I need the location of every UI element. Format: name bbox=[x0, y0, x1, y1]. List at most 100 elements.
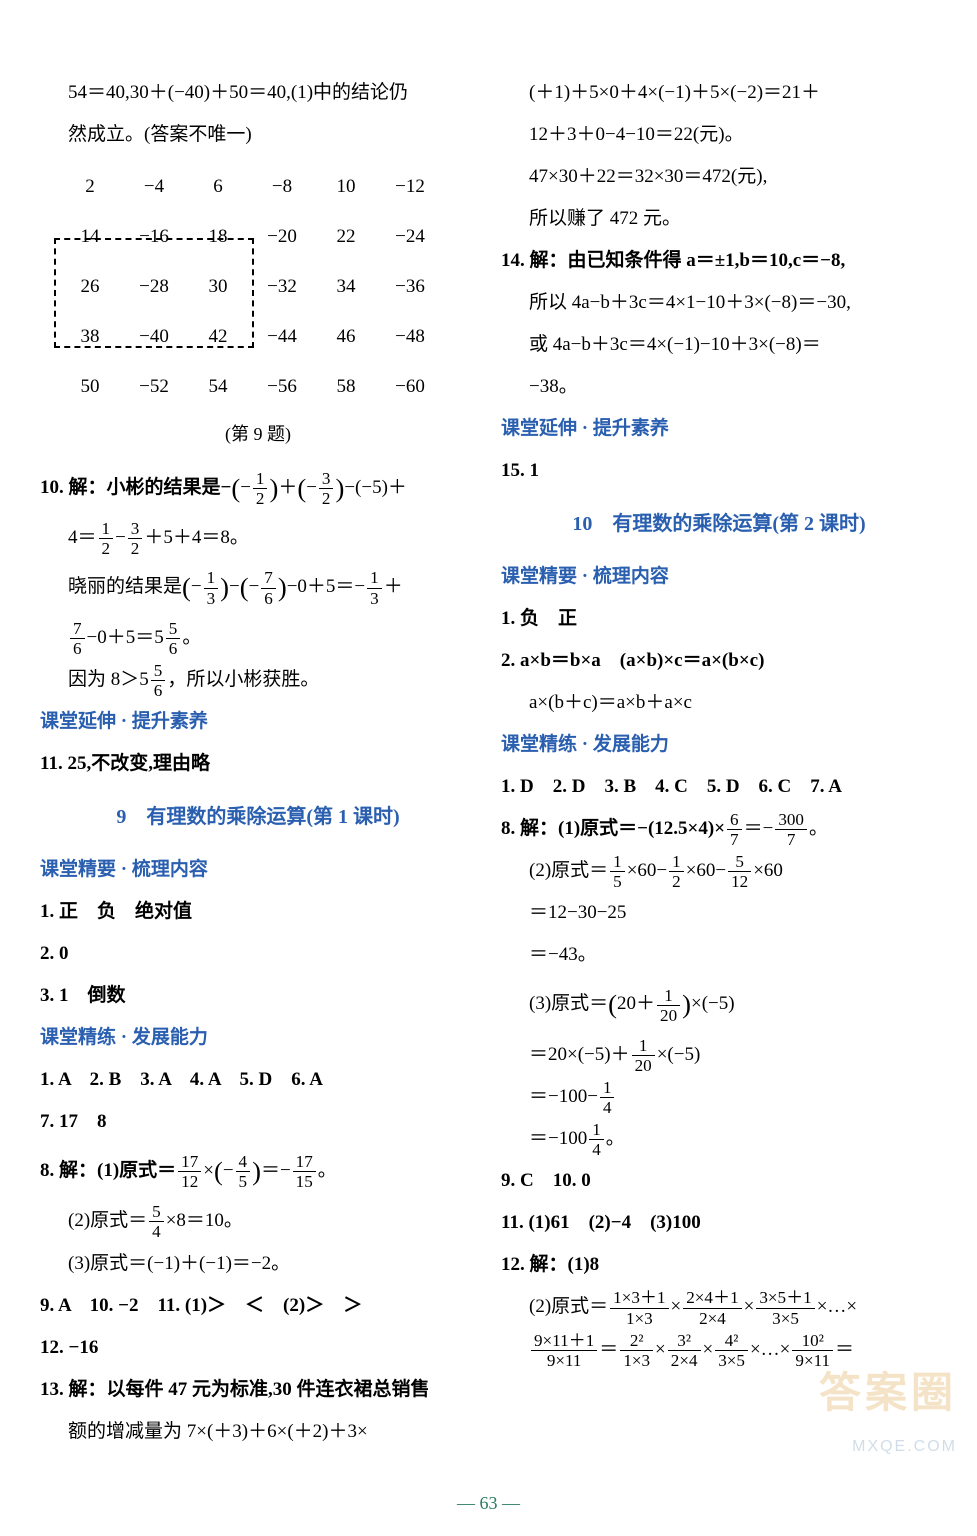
text: 4＝ bbox=[68, 527, 97, 548]
q8-3r-l4: ＝−10014。 bbox=[501, 1120, 937, 1158]
q12-2a: (2)原式＝1×3＋11×3×2×4＋12×4×3×5＋13×5×…× bbox=[501, 1288, 937, 1326]
cell: 58 bbox=[314, 362, 378, 412]
den: 1×3 bbox=[610, 1309, 668, 1327]
text: − bbox=[229, 576, 240, 597]
den: 5 bbox=[610, 872, 625, 890]
num: 4 bbox=[236, 1153, 251, 1172]
num: 3×5＋1 bbox=[756, 1289, 814, 1308]
den: 5 bbox=[236, 1172, 251, 1190]
text: 。 bbox=[182, 627, 201, 648]
num: 5 bbox=[149, 1203, 164, 1222]
den: 2 bbox=[128, 539, 143, 557]
text: (2)原式＝ bbox=[68, 1210, 147, 1231]
num: 2×4＋1 bbox=[683, 1289, 741, 1308]
den: 2×4 bbox=[683, 1309, 741, 1327]
den: 1×3 bbox=[620, 1351, 653, 1369]
text: 晓丽的结果是 bbox=[68, 576, 182, 597]
text: (＋1)＋5×0＋4×(−1)＋5×(−2)＝21＋ bbox=[501, 74, 937, 112]
text: ＋5＋4＝8。 bbox=[144, 527, 249, 548]
cell: 42 bbox=[186, 312, 250, 362]
text: ＝12−30−25 bbox=[501, 894, 937, 932]
cell: 46 bbox=[314, 312, 378, 362]
den: 7 bbox=[775, 830, 807, 848]
text: 1. A 2. B 3. A 4. A 5. D 6. A bbox=[40, 1061, 476, 1099]
den: 2 bbox=[319, 489, 334, 507]
den: 15 bbox=[293, 1172, 316, 1190]
text: 2. a×b＝b×a (a×b)×c＝a×(b×c) bbox=[501, 642, 937, 680]
q8-1: 8. 解：(1)原式＝1712×(−45)＝−1715。 bbox=[40, 1145, 476, 1198]
text: 2. 0 bbox=[40, 935, 476, 973]
num: 1 bbox=[657, 987, 680, 1006]
q10-line1: 10. 解：小彬的结果是−(−12)＋(−32)−(−5)＋ bbox=[40, 462, 476, 515]
q10-line2: 4＝12−32＋5＋4＝8。 bbox=[40, 519, 476, 557]
text: ＝− bbox=[261, 1160, 291, 1181]
text: × bbox=[655, 1339, 666, 1360]
num: 1 bbox=[204, 569, 219, 588]
text: ×60− bbox=[627, 860, 667, 881]
num: 1 bbox=[600, 1079, 615, 1098]
den: 6 bbox=[151, 681, 166, 699]
den: 12 bbox=[178, 1172, 201, 1190]
lesson-title-9: 9 有理数的乘除运算(第 1 课时) bbox=[40, 797, 476, 837]
section-heading: 课堂精要 · 梳理内容 bbox=[40, 851, 476, 889]
den: 3×5 bbox=[756, 1309, 814, 1327]
text: 20＋ bbox=[617, 993, 655, 1014]
text: 7. 17 8 bbox=[40, 1103, 476, 1141]
q8-3r-l2: ＝20×(−5)＋120×(−5) bbox=[501, 1036, 937, 1074]
text: 1. D 2. D 3. B 4. C 5. D 6. C 7. A bbox=[501, 768, 937, 806]
cell: −28 bbox=[122, 262, 186, 312]
num: 5 bbox=[151, 662, 166, 681]
cell: −12 bbox=[378, 162, 442, 212]
num: 1 bbox=[367, 569, 382, 588]
text: × bbox=[671, 1296, 682, 1317]
cell: 18 bbox=[186, 212, 250, 262]
text: 12. −16 bbox=[40, 1329, 476, 1367]
text: ×60− bbox=[686, 860, 726, 881]
text: ＝− bbox=[744, 818, 774, 839]
den: 3 bbox=[204, 589, 219, 607]
section-heading: 课堂延伸 · 提升素养 bbox=[40, 703, 476, 741]
text: 。 bbox=[606, 1128, 625, 1149]
den: 4 bbox=[600, 1098, 615, 1116]
cell: 22 bbox=[314, 212, 378, 262]
text: ×…× bbox=[750, 1339, 790, 1360]
text: × bbox=[703, 1339, 714, 1360]
text: (3)原式＝ bbox=[529, 993, 608, 1014]
section-heading: 课堂精要 · 梳理内容 bbox=[501, 558, 937, 596]
cell: −32 bbox=[250, 262, 314, 312]
den: 20 bbox=[657, 1006, 680, 1024]
section-heading: 课堂精练 · 发展能力 bbox=[40, 1019, 476, 1057]
num: 1 bbox=[610, 853, 625, 872]
den: 9×11 bbox=[531, 1351, 597, 1369]
watermark-logo: 答案圈 bbox=[819, 1351, 957, 1435]
cell: −16 bbox=[122, 212, 186, 262]
den: 3×5 bbox=[715, 1351, 748, 1369]
text: ×(−5) bbox=[691, 993, 735, 1014]
den: 2 bbox=[99, 539, 114, 557]
text: 所以赚了 472 元。 bbox=[501, 200, 937, 238]
den: 6 bbox=[70, 639, 85, 657]
num: 1 bbox=[99, 520, 114, 539]
text: (2)原式＝ bbox=[529, 860, 608, 881]
text: 54＝40,30＋(−40)＋50＝40,(1)中的结论仍 bbox=[40, 74, 476, 112]
cell: −20 bbox=[250, 212, 314, 262]
cell: 54 bbox=[186, 362, 250, 412]
num: 3 bbox=[319, 470, 334, 489]
text: 然成立。(答案不唯一) bbox=[40, 116, 476, 154]
cell: 50 bbox=[58, 362, 122, 412]
den: 6 bbox=[261, 589, 276, 607]
text: ＝20×(−5)＋ bbox=[529, 1044, 630, 1065]
page-number: — 63 — bbox=[0, 1493, 977, 1514]
cell: −8 bbox=[250, 162, 314, 212]
text: 14. 解：由已知条件得 a＝±1,b＝10,c＝−8, bbox=[501, 242, 937, 280]
text: 额的增减量为 7×(＋3)＋6×(＋2)＋3× bbox=[40, 1413, 476, 1451]
q10-line5: 因为 8＞556，所以小彬获胜。 bbox=[40, 661, 476, 699]
den: 20 bbox=[632, 1056, 655, 1074]
right-column: (＋1)＋5×0＋4×(−1)＋5×(−2)＝21＋ 12＋3＋0−4−10＝2… bbox=[501, 70, 937, 1455]
den: 6 bbox=[166, 639, 181, 657]
q8-3: (3)原式＝(−1)＋(−1)＝−2。 bbox=[40, 1245, 476, 1283]
cell: −48 bbox=[378, 312, 442, 362]
text: 12. 解：(1)8 bbox=[501, 1246, 937, 1284]
den: 2 bbox=[253, 489, 268, 507]
text: ＝ bbox=[599, 1339, 618, 1360]
